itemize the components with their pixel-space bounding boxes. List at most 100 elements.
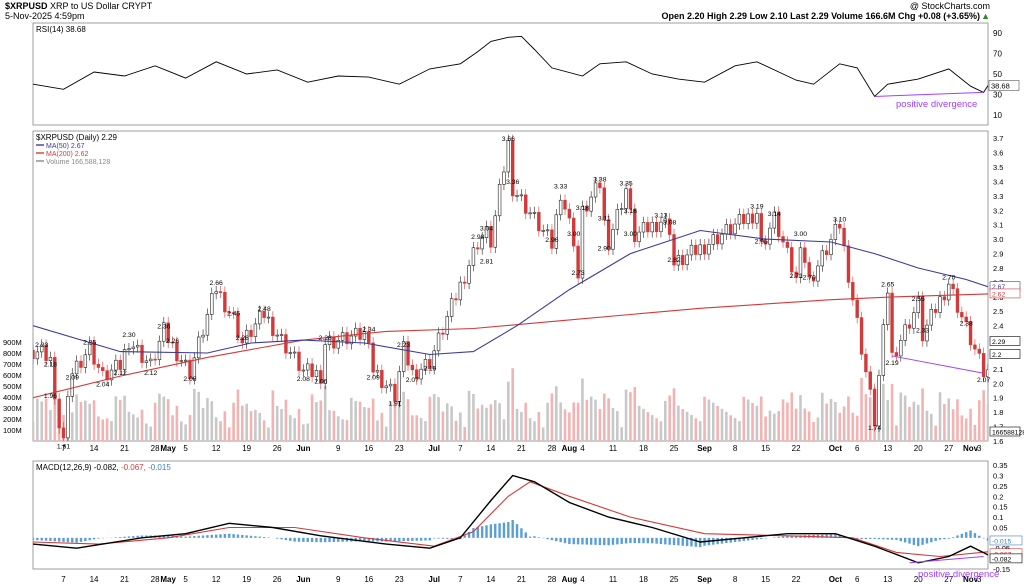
volume-bar [415, 415, 419, 441]
candle-body [903, 324, 907, 341]
candle-body [114, 359, 118, 371]
macd-histogram-bar [323, 537, 327, 543]
price-annotation: 2.96 [545, 237, 558, 244]
volume-bar [742, 396, 746, 441]
macd-histogram-bar [276, 537, 279, 539]
macd-histogram-bar [197, 535, 200, 538]
candle-body [319, 370, 323, 384]
volume-bar [943, 404, 946, 441]
candle-body [66, 396, 70, 439]
macd-histogram-bar [210, 534, 213, 538]
macd-histogram-bar [646, 537, 650, 544]
candle-body [694, 244, 698, 255]
macd-histogram-bar [132, 536, 135, 538]
candle-body [432, 350, 436, 369]
price-annotation: 2.07 [406, 377, 419, 384]
volume-bar [158, 393, 161, 441]
candle-body [947, 283, 951, 301]
volume-bar [249, 411, 253, 441]
candle-body [96, 363, 101, 368]
x-tick-label: Oct [829, 444, 843, 453]
volume-tick-label: 600M [3, 371, 22, 380]
price-value-label: 2.29 [992, 339, 1005, 346]
volume-bar [511, 368, 514, 441]
x-tick-label: 19 [242, 444, 251, 453]
volume-bar [201, 408, 205, 441]
x-tick-label: 26 [273, 444, 282, 453]
volume-bar [271, 390, 275, 441]
macd-histogram-bar [44, 537, 48, 541]
volume-bar [633, 387, 637, 441]
macd-histogram-bar [834, 534, 837, 538]
x-tick-label: 15 [761, 444, 770, 453]
price-annotation: 3.38 [593, 176, 606, 183]
copyright: @ StockCharts.com [909, 1, 990, 11]
macd-histogram-bar [760, 537, 763, 539]
volume-bar [598, 409, 602, 441]
macd-histogram-bar [223, 533, 227, 538]
volume-bar [166, 399, 170, 441]
macd-histogram-bar [319, 537, 323, 543]
candle-body [375, 370, 380, 373]
volume-bar [568, 412, 571, 441]
candle-body [868, 371, 872, 390]
volume-bar [188, 415, 192, 441]
macd-histogram-bar [515, 524, 519, 538]
symbol[interactable]: $XRPUSD [5, 1, 48, 11]
volume-bar [284, 399, 288, 441]
macd-histogram-bar [489, 524, 493, 538]
macd-histogram-bar [437, 537, 440, 539]
macd-histogram-bar [254, 536, 257, 538]
candle-body [201, 334, 205, 338]
volume-bar [554, 386, 558, 441]
candle-body [916, 296, 920, 313]
macd-histogram-bar [725, 537, 728, 544]
volume-bar [916, 404, 920, 441]
price-annotation: 2.38 [960, 321, 973, 328]
macd-histogram-bar [280, 537, 283, 540]
volume-bar [306, 423, 310, 441]
candle-body [353, 327, 358, 337]
price-annotation: 3.00 [624, 231, 637, 238]
macd-histogram-bar [563, 537, 567, 544]
macd-histogram-bar [33, 537, 35, 540]
volume-bar [136, 417, 139, 441]
macd-histogram-bar [742, 537, 745, 542]
macd-histogram-bar [629, 537, 632, 544]
volume-tick-label: 500M [3, 382, 22, 391]
macd-histogram-bar [943, 537, 946, 540]
candle-body [585, 205, 589, 212]
volume-bar [777, 410, 780, 441]
macd-histogram-bar [533, 536, 536, 538]
price-annotation: 3.00 [794, 231, 807, 238]
macd-histogram-bar [733, 537, 737, 543]
macd-histogram-bar [690, 537, 693, 547]
rsi-tick-label: 90 [993, 29, 1002, 38]
candle-body [576, 245, 580, 279]
volume-bar [799, 395, 802, 441]
price-annotation: 2.23 [397, 342, 410, 349]
volume-bar [899, 392, 903, 441]
macd-histogram-bar [302, 537, 305, 542]
price-value-box [989, 349, 1021, 359]
candle-body [654, 221, 659, 233]
candle-body [70, 373, 74, 397]
macd-histogram-bar [36, 537, 39, 541]
macd-histogram-bar [289, 537, 292, 541]
price-annotation: 2.12 [114, 370, 127, 377]
volume-bar [882, 383, 885, 441]
volume-bar [816, 417, 820, 441]
price-tick-label: 3.1 [993, 221, 1003, 230]
macd-histogram-bar [982, 537, 985, 539]
candle-body [48, 357, 53, 361]
candle-body [44, 344, 48, 361]
x-tick-label: 21 [517, 444, 526, 453]
candle-body [750, 213, 755, 224]
volume-bar [323, 385, 327, 441]
rsi-tick-label: 70 [993, 50, 1002, 59]
macd-tick-label: 0.1 [993, 513, 1003, 522]
volume-bar [825, 403, 828, 441]
x-tick-label: Nov [963, 444, 979, 453]
candle-body [755, 213, 759, 224]
